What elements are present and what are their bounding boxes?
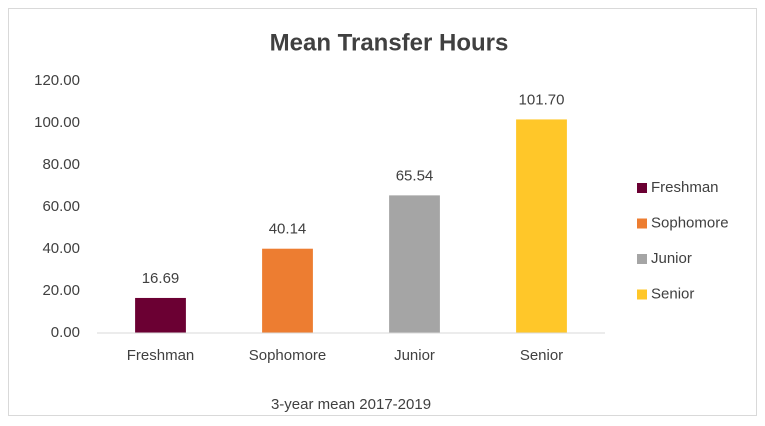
bar	[135, 297, 186, 333]
y-tick-label: 20.00	[42, 282, 80, 299]
legend-swatch	[637, 289, 647, 300]
y-tick-label: 120.00	[34, 72, 80, 89]
bar	[262, 248, 313, 333]
data-label: 101.70	[519, 91, 565, 108]
y-tick-label: 60.00	[42, 198, 80, 215]
chart-border	[8, 8, 757, 416]
legend-label: Sophomore	[651, 214, 729, 231]
x-tick-label: Sophomore	[249, 347, 327, 364]
bar	[516, 119, 567, 334]
legend-swatch	[637, 183, 647, 193]
y-tick-label: 100.00	[34, 114, 80, 131]
data-label: 65.54	[396, 167, 434, 184]
legend-label: Senior	[651, 285, 694, 302]
x-tick-label: Freshman	[127, 347, 195, 364]
legend-swatch	[637, 254, 647, 264]
legend-label: Freshman	[651, 179, 719, 196]
chart-title: Mean Transfer Hours	[270, 29, 509, 56]
y-tick-label: 0.00	[51, 324, 80, 341]
legend-label: Junior	[651, 250, 692, 267]
x-tick-label: Junior	[394, 347, 435, 364]
x-axis-label: 3-year mean 2017-2019	[271, 396, 431, 413]
data-label: 16.69	[142, 270, 180, 287]
legend-swatch	[637, 218, 647, 229]
data-label: 40.14	[269, 221, 307, 238]
x-tick-label: Senior	[520, 347, 563, 364]
y-tick-label: 40.00	[42, 240, 80, 257]
y-tick-label: 80.00	[42, 156, 80, 173]
bar	[389, 195, 440, 333]
